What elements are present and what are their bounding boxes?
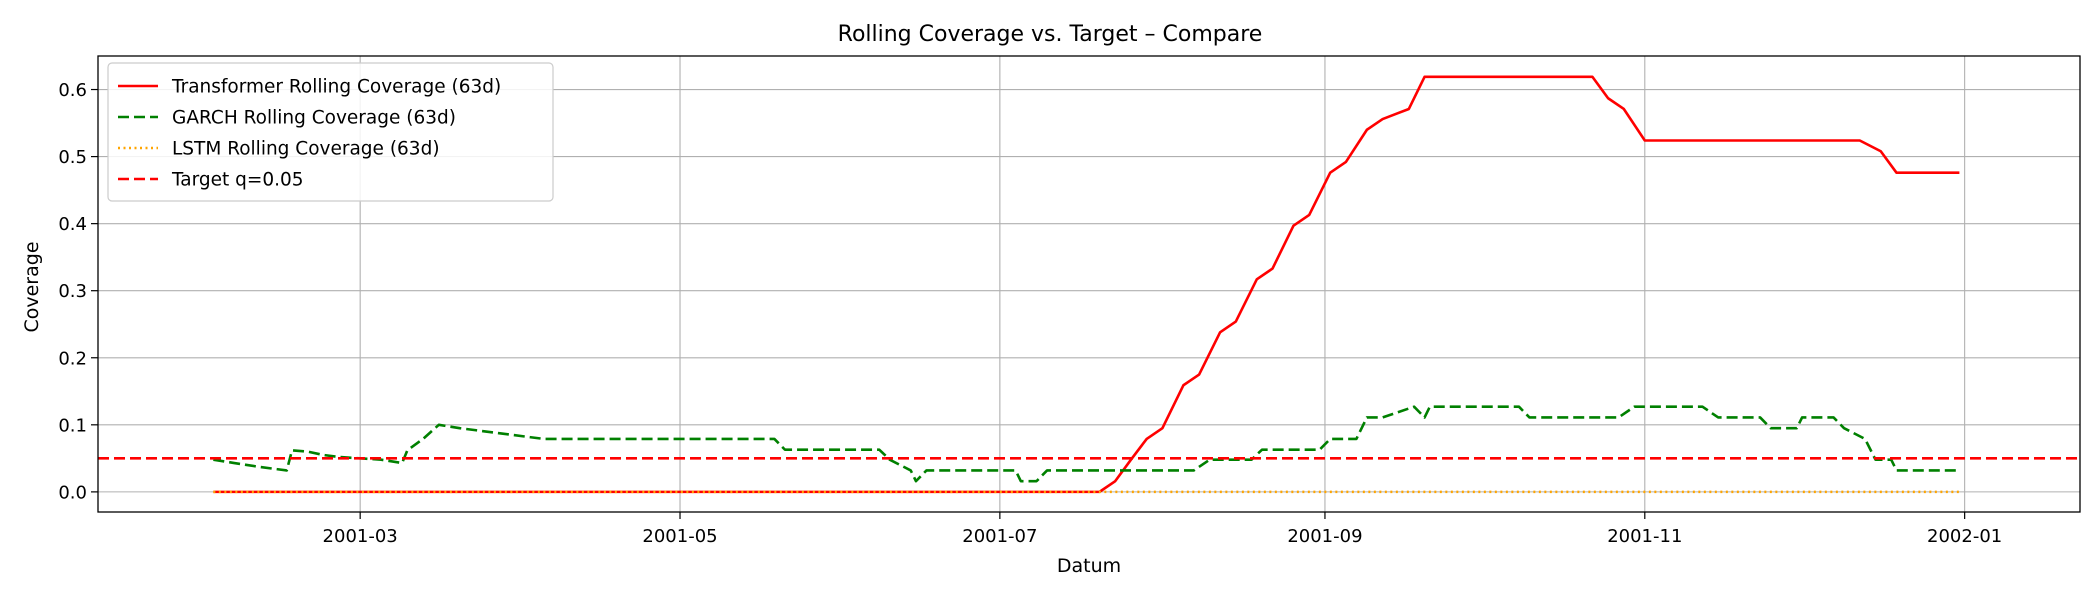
y-tick-label: 0.1 [58,415,87,436]
legend-label: Transformer Rolling Coverage (63d) [171,77,501,98]
x-tick-label: 2001-03 [323,526,398,547]
legend: Transformer Rolling Coverage (63d) GARCH … [107,62,554,202]
y-axis-label: Coverage [21,241,43,332]
x-tick-label: 2001-07 [962,526,1037,547]
legend-label: LSTM Rolling Coverage (63d) [172,139,440,160]
plot-frame [97,55,2081,513]
series-line-0 [213,75,1960,494]
y-tick-label: 0.0 [58,482,87,503]
plot-series [98,75,2080,494]
y-tick-label: 0.4 [58,214,87,235]
y-tick-label: 0.6 [58,80,87,101]
y-tick-label: 0.2 [58,348,87,369]
y-tick-label: 0.3 [58,281,87,302]
x-tick-label: 2001-05 [642,526,717,547]
y-tick-label: 0.5 [58,147,87,168]
x-tick-label: 2001-11 [1607,526,1682,547]
x-tick-label: 2001-09 [1287,526,1362,547]
x-axis-label: Datum [1057,555,1121,577]
series-line-1 [213,405,1960,483]
axes: 2001-03 2001-05 2001-07 2001-09 2001-11 2002-… [58,55,2081,547]
legend-label: Target q=0.05 [171,170,304,191]
legend-box [107,62,554,202]
x-tick-label: 2002-01 [1927,526,2002,547]
legend-label: GARCH Rolling Coverage (63d) [172,108,456,129]
chart-title: Rolling Coverage vs. Target – Compare [838,22,1263,47]
